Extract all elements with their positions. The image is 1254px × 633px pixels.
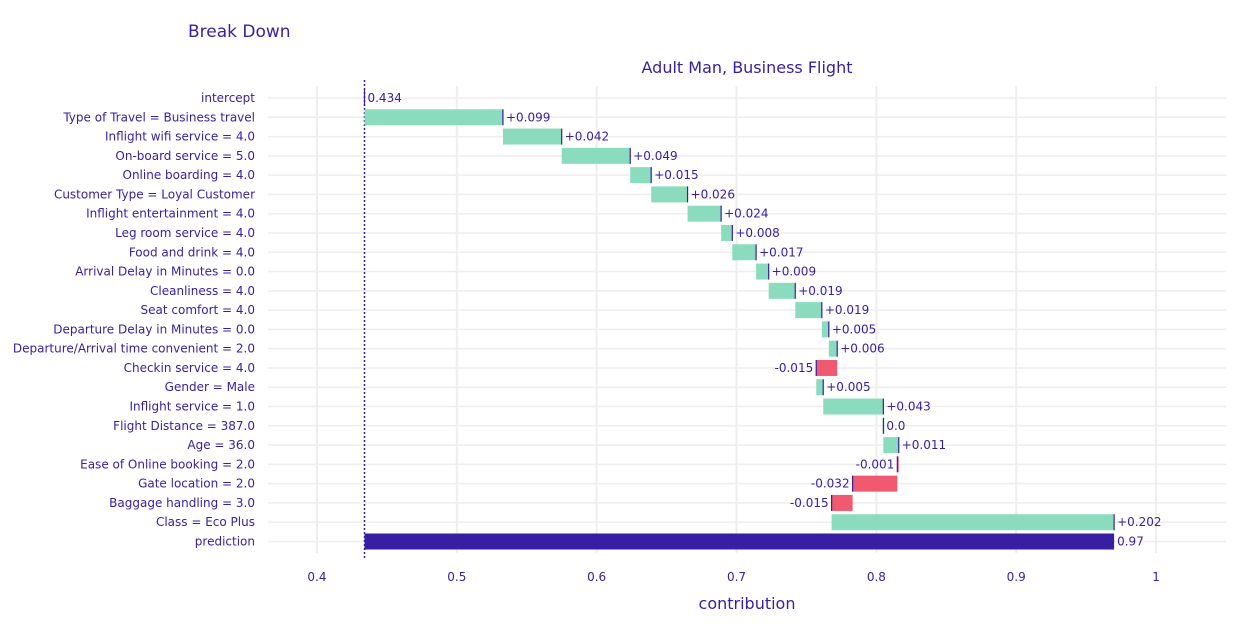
bar [502, 128, 562, 145]
row-label: Inflight service = 1.0 [129, 400, 255, 414]
bar [732, 244, 757, 261]
value-label: +0.024 [724, 207, 768, 221]
value-label: +0.006 [840, 342, 884, 356]
value-label: +0.026 [691, 187, 735, 201]
bar [687, 205, 722, 222]
row-label: Customer Type = Loyal Customer [54, 187, 255, 201]
value-label: +0.043 [886, 400, 930, 414]
bar [828, 340, 838, 357]
row-label: Baggage handling = 3.0 [109, 496, 255, 510]
row-label: Class = Eco Plus [156, 515, 255, 529]
row-label: Inflight entertainment = 4.0 [86, 207, 255, 221]
bar [768, 282, 796, 299]
row-label: intercept [201, 91, 255, 105]
bar [561, 147, 631, 164]
bar [831, 514, 1115, 531]
row-label: Cleanliness = 4.0 [150, 284, 255, 298]
value-label: +0.005 [826, 380, 870, 394]
bar [364, 109, 503, 126]
value-label: +0.008 [735, 226, 779, 240]
value-label: +0.099 [506, 110, 550, 124]
bar [852, 475, 898, 492]
bar [756, 263, 769, 280]
value-label: +0.017 [759, 245, 803, 259]
bar [364, 533, 1115, 550]
bar [821, 321, 829, 338]
bar [897, 456, 899, 473]
x-tick-label: 0.4 [307, 570, 326, 584]
value-label: +0.015 [654, 168, 698, 182]
x-tick-label: 0.5 [447, 570, 466, 584]
row-label: Age = 36.0 [187, 438, 255, 452]
value-label: +0.019 [798, 284, 842, 298]
x-tick-label: 1 [1152, 570, 1160, 584]
row-label: Departure/Arrival time convenient = 2.0 [13, 342, 255, 356]
value-label: -0.001 [856, 457, 895, 471]
row-label: Arrival Delay in Minutes = 0.0 [75, 265, 255, 279]
value-label: +0.009 [772, 265, 816, 279]
value-label: +0.019 [825, 303, 869, 317]
row-label: Flight Distance = 387.0 [113, 419, 255, 433]
row-label: Food and drink = 4.0 [129, 245, 255, 259]
row-label: Gate location = 2.0 [138, 477, 255, 491]
value-label: +0.042 [565, 130, 609, 144]
row-label: Leg room service = 4.0 [115, 226, 255, 240]
value-label: +0.049 [633, 149, 677, 163]
row-label: Gender = Male [165, 380, 255, 394]
value-label: +0.011 [902, 438, 946, 452]
bar [816, 379, 824, 396]
row-label: Ease of Online booking = 2.0 [80, 457, 255, 471]
value-label: -0.032 [811, 477, 850, 491]
row-label: Inflight wifi service = 4.0 [105, 130, 255, 144]
x-axis-title: contribution [698, 594, 796, 613]
chart-title: Break Down [188, 22, 291, 42]
row-label: On-board service = 5.0 [115, 149, 255, 163]
row-label: prediction [195, 535, 255, 549]
value-label: 0.97 [1117, 535, 1144, 549]
x-tick-label: 0.8 [867, 570, 886, 584]
bar [795, 302, 822, 319]
row-label: Type of Travel = Business travel [62, 110, 255, 124]
row-label: Seat comfort = 4.0 [141, 303, 255, 317]
value-label: +0.202 [1117, 515, 1161, 529]
value-label: -0.015 [775, 361, 814, 375]
value-label: +0.005 [832, 322, 876, 336]
value-label: 0.0 [886, 419, 905, 433]
bar [831, 494, 853, 511]
row-label: Checkin service = 4.0 [124, 361, 255, 375]
bar [816, 359, 838, 376]
bar [823, 398, 884, 415]
row-label: Departure Delay in Minutes = 0.0 [53, 322, 255, 336]
bar [630, 167, 652, 184]
bar [651, 186, 688, 203]
bar [721, 224, 733, 241]
x-tick-label: 0.6 [587, 570, 606, 584]
row-label: Online boarding = 4.0 [123, 168, 256, 182]
chart-subtitle: Adult Man, Business Flight [641, 58, 853, 77]
x-tick-label: 0.7 [727, 570, 746, 584]
x-tick-label: 0.9 [1007, 570, 1026, 584]
value-label: 0.434 [367, 91, 401, 105]
value-label: -0.015 [790, 496, 829, 510]
bar [883, 437, 899, 454]
